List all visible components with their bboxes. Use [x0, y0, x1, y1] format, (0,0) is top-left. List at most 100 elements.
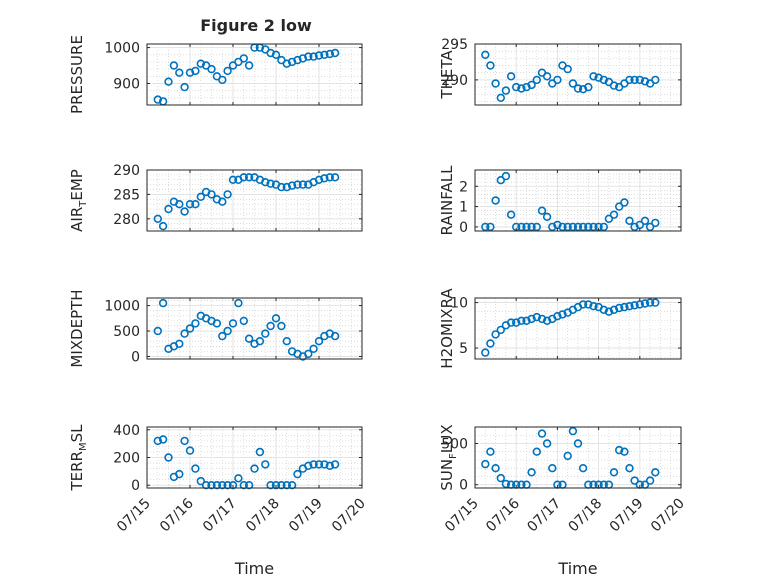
series-markers [153, 173, 340, 231]
data-point [614, 445, 624, 455]
data-point [584, 222, 593, 232]
data-point [325, 461, 334, 470]
data-point [496, 473, 505, 483]
data-point [486, 222, 495, 232]
data-point [568, 426, 578, 436]
data-point [496, 325, 505, 335]
data-point [153, 326, 163, 336]
data-point [282, 182, 291, 192]
data-point [532, 447, 541, 456]
data-point [578, 300, 588, 309]
data-point [491, 196, 500, 205]
data-point [282, 337, 291, 346]
data-point [196, 59, 206, 68]
data-point [532, 222, 541, 232]
data-point [223, 190, 232, 199]
data-point [517, 316, 526, 325]
x-tick-label: 07/20 [648, 496, 688, 536]
data-point [325, 49, 334, 59]
y-axis-label: PRESSURE [68, 35, 86, 114]
data-point [169, 61, 179, 70]
data-point [261, 329, 270, 338]
data-point [207, 64, 216, 74]
data-point [640, 299, 650, 308]
data-point [506, 72, 516, 81]
data-point [330, 48, 340, 58]
data-point [261, 460, 270, 469]
data-point [180, 207, 189, 216]
data-point [175, 339, 184, 348]
data-point [164, 453, 173, 462]
data-point [584, 82, 593, 92]
series-markers [481, 50, 660, 103]
data-point [609, 210, 619, 219]
data-point [207, 190, 216, 199]
data-point [506, 318, 516, 327]
data-point [287, 57, 297, 67]
data-point [244, 173, 254, 182]
data-point [609, 305, 619, 314]
x-tick-label: 07/19 [286, 496, 326, 536]
data-point [501, 479, 511, 489]
data-point [553, 75, 562, 85]
data-point [164, 77, 173, 86]
subplot-sun-flux: 0 500 07/15 07/16 07/17 07/18 07/19 07/20 Time SU… [438, 424, 688, 578]
data-point [532, 312, 541, 322]
y-tick-label: 295 [441, 37, 468, 53]
data-point [527, 80, 536, 90]
data-point [630, 222, 639, 232]
data-point [491, 464, 500, 473]
data-point [218, 481, 227, 490]
y-tick-label: 0 [459, 220, 468, 236]
data-point [201, 481, 211, 490]
data-point [563, 222, 572, 232]
y-tick-label: 500 [441, 436, 468, 452]
data-point [578, 464, 588, 473]
y-tick-label: 900 [113, 76, 140, 92]
data-point [599, 75, 608, 85]
data-point [309, 460, 318, 469]
data-point [314, 460, 324, 469]
data-point [635, 75, 644, 85]
data-point [625, 464, 634, 473]
data-point [207, 481, 216, 490]
data-point [651, 298, 660, 307]
data-point [309, 344, 318, 353]
data-point [314, 51, 324, 60]
data-point [614, 303, 624, 313]
y-tick-label: 2 [459, 179, 468, 195]
data-point [309, 52, 318, 61]
data-point [491, 330, 500, 339]
data-point [630, 476, 639, 485]
data-point [496, 93, 505, 103]
x-tick-label: 07/15 [114, 496, 154, 536]
data-point [481, 348, 490, 357]
data-point [584, 300, 593, 309]
data-point [511, 318, 521, 327]
data-point [223, 66, 232, 76]
data-point [625, 216, 634, 226]
data-point [517, 222, 526, 232]
y-axis-label: THETA [438, 50, 456, 100]
data-point [537, 429, 547, 438]
data-point [640, 216, 650, 226]
data-point [599, 222, 608, 232]
data-point [271, 50, 281, 59]
y-axis-label: AIRTEMP [68, 169, 89, 232]
data-point [218, 75, 227, 85]
data-point [563, 64, 572, 74]
data-point [153, 214, 163, 224]
data-point [625, 75, 634, 85]
data-point [234, 474, 243, 483]
y-tick-label: 1000 [104, 41, 140, 57]
data-point [239, 54, 249, 63]
data-point [223, 481, 232, 490]
axes-box [146, 297, 363, 360]
data-point [191, 66, 200, 76]
data-point [481, 50, 490, 59]
data-point [266, 481, 275, 490]
data-point [506, 210, 516, 219]
subplot-mixdepth: 0 500 1000 MIXDEPTH [68, 289, 363, 368]
data-point [164, 204, 173, 214]
